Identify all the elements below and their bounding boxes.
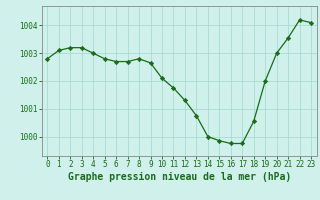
X-axis label: Graphe pression niveau de la mer (hPa): Graphe pression niveau de la mer (hPa) [68, 172, 291, 182]
